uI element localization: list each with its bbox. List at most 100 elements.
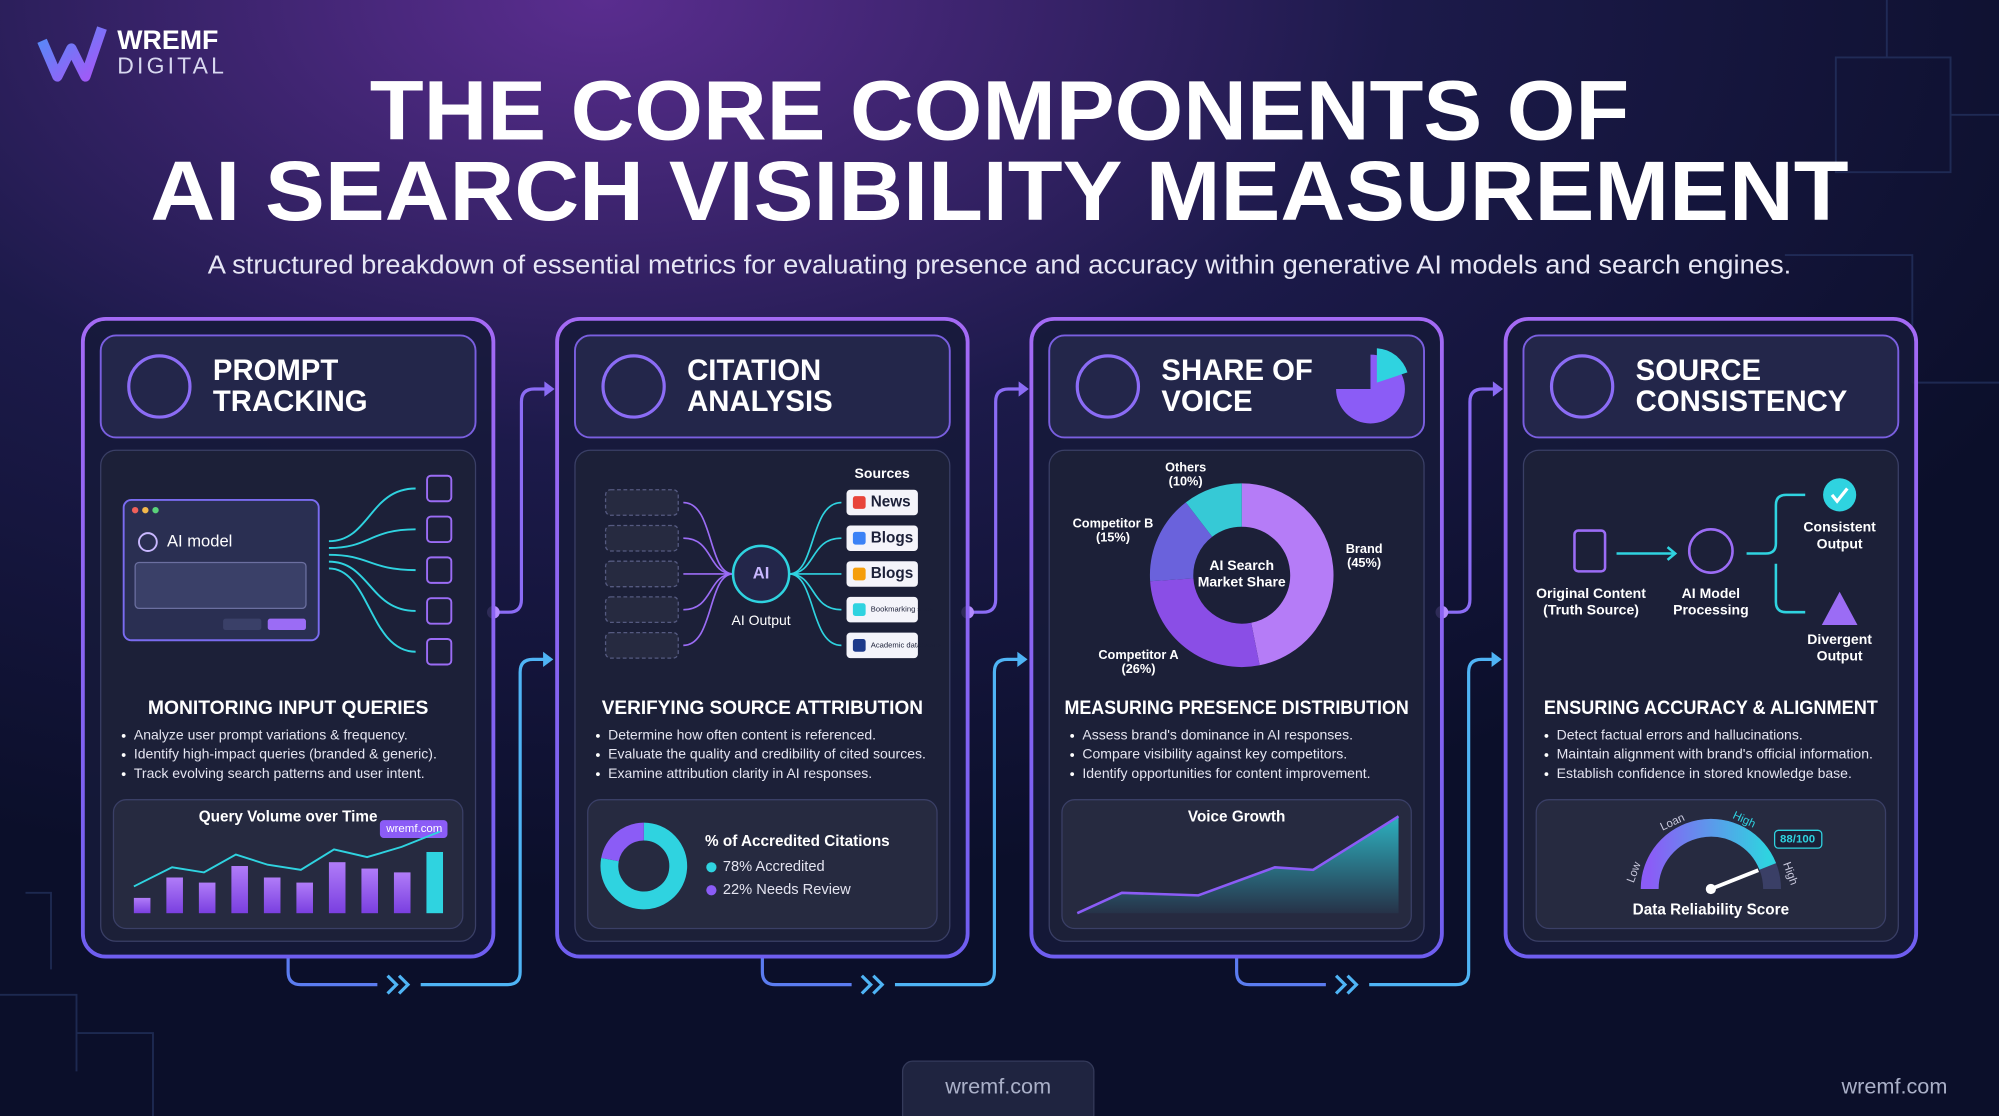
logo-tagline: DIGITAL [117, 53, 227, 79]
bullet-dot [596, 772, 600, 777]
panel-heading: MEASURING PRESENCE DISTRIBUTION [1065, 698, 1409, 719]
panel-title: PROMPT [213, 354, 338, 387]
query-line [328, 553, 416, 572]
legend-label: 22% Needs Review [723, 882, 851, 898]
panel-title-box [574, 334, 951, 439]
connector-arrow [1018, 381, 1029, 397]
bullet-dot [596, 753, 600, 757]
bar-decoration [328, 862, 346, 914]
logo-mark [37, 26, 107, 82]
bar-decoration [133, 897, 151, 914]
node-label: Original Content [1536, 585, 1646, 601]
panel-title-box [1522, 334, 1900, 439]
bullet: Track evolving search patterns and user … [134, 765, 425, 781]
panel-icon [127, 354, 192, 419]
gauge-needle [1710, 868, 1759, 891]
query-icon [426, 474, 453, 503]
legend-dot [706, 862, 717, 873]
chart-title: % of Accredited Citations [705, 833, 890, 850]
link-line [789, 573, 842, 611]
brain-icon [1687, 528, 1734, 574]
link-line [683, 537, 734, 575]
source-icon [852, 638, 866, 652]
input-node [604, 596, 679, 624]
node-label: Processing [1673, 602, 1749, 618]
panel-chart-box [587, 799, 938, 930]
panel-title: SOURCE [1636, 354, 1761, 387]
logo-name: WREMF [117, 25, 218, 55]
chart-tag-label: wremf.com [385, 823, 442, 835]
bullet-dot [596, 734, 600, 738]
chart-tag [379, 820, 448, 838]
query-line [328, 560, 416, 612]
panel-title: CONSISTENCY [1636, 385, 1848, 418]
warning-icon [1821, 591, 1858, 625]
source-label: News [871, 494, 911, 511]
source-card [846, 489, 918, 516]
segment-name: Others [1165, 459, 1206, 474]
button [223, 618, 262, 631]
link-line [789, 501, 842, 575]
link-line [683, 573, 734, 647]
footer-link: wremf.com [1841, 1074, 1948, 1099]
bar-decoration [393, 872, 411, 914]
connector-arrow [1492, 381, 1504, 397]
node-label: Output [1817, 648, 1863, 664]
connector-chevrons [1334, 974, 1359, 995]
bullet: Evaluate the quality and credibility of … [608, 746, 926, 762]
node-label: AI Model [1682, 585, 1740, 601]
node-label: (Truth Source) [1543, 602, 1639, 618]
score-label: 88/100 [1780, 833, 1815, 845]
input-node [604, 631, 679, 659]
gauge-hub [1705, 883, 1716, 895]
bullet: Establish confidence in stored knowledge… [1557, 765, 1852, 781]
connector-arrow [544, 381, 555, 397]
bullet-dot [121, 753, 126, 757]
link-line [789, 537, 842, 575]
connector-chevrons [386, 974, 411, 995]
query-icon [426, 515, 453, 544]
chart-title: Data Reliability Score [1633, 902, 1789, 919]
chart-title: Voice Growth [1188, 809, 1285, 826]
query-line [328, 528, 416, 549]
score-badge [1773, 829, 1823, 849]
query-icon [426, 638, 453, 666]
bullet: Compare visibility against key competito… [1082, 746, 1347, 762]
connector-arrow [543, 651, 554, 668]
source-icon [852, 603, 866, 617]
connector [967, 387, 1024, 614]
trend-line [1076, 815, 1400, 915]
query-line [328, 567, 416, 653]
bullet: Analyze user prompt variations & frequen… [134, 727, 408, 743]
bullet: Examine attribution clarity in AI respon… [608, 765, 872, 781]
input-node [604, 489, 679, 516]
bullet-dot [1544, 772, 1549, 777]
bar-decoration [361, 868, 378, 914]
doc-icon [1573, 529, 1607, 573]
bar-decoration [426, 851, 444, 914]
check-icon [1823, 478, 1857, 512]
node-label: Consistent [1803, 519, 1876, 535]
donut-segment [601, 822, 645, 862]
bar-decoration [166, 877, 183, 914]
bullet-dot [121, 734, 126, 738]
panel-icon [601, 354, 666, 419]
panel-heading: MONITORING INPUT QUERIES [148, 698, 428, 719]
output-label: AI Output [731, 612, 790, 628]
source-label: Blogs [871, 565, 913, 582]
segment-name: Competitor A [1098, 647, 1178, 662]
button [267, 618, 306, 631]
bullet-dot [121, 772, 126, 777]
input-node [604, 524, 679, 552]
bullet: Assess brand's dominance in AI responses… [1082, 727, 1353, 743]
panel-heading: ENSURING ACCURACY & ALIGNMENT [1544, 698, 1878, 719]
bar-decoration [296, 882, 313, 914]
panel-icon [1075, 354, 1141, 419]
source-card [846, 525, 918, 551]
gauge-value [1640, 818, 1777, 890]
connector-chevrons [860, 974, 885, 995]
query-icon [426, 556, 453, 584]
legend-dot [706, 885, 717, 896]
source-icon [852, 531, 866, 545]
